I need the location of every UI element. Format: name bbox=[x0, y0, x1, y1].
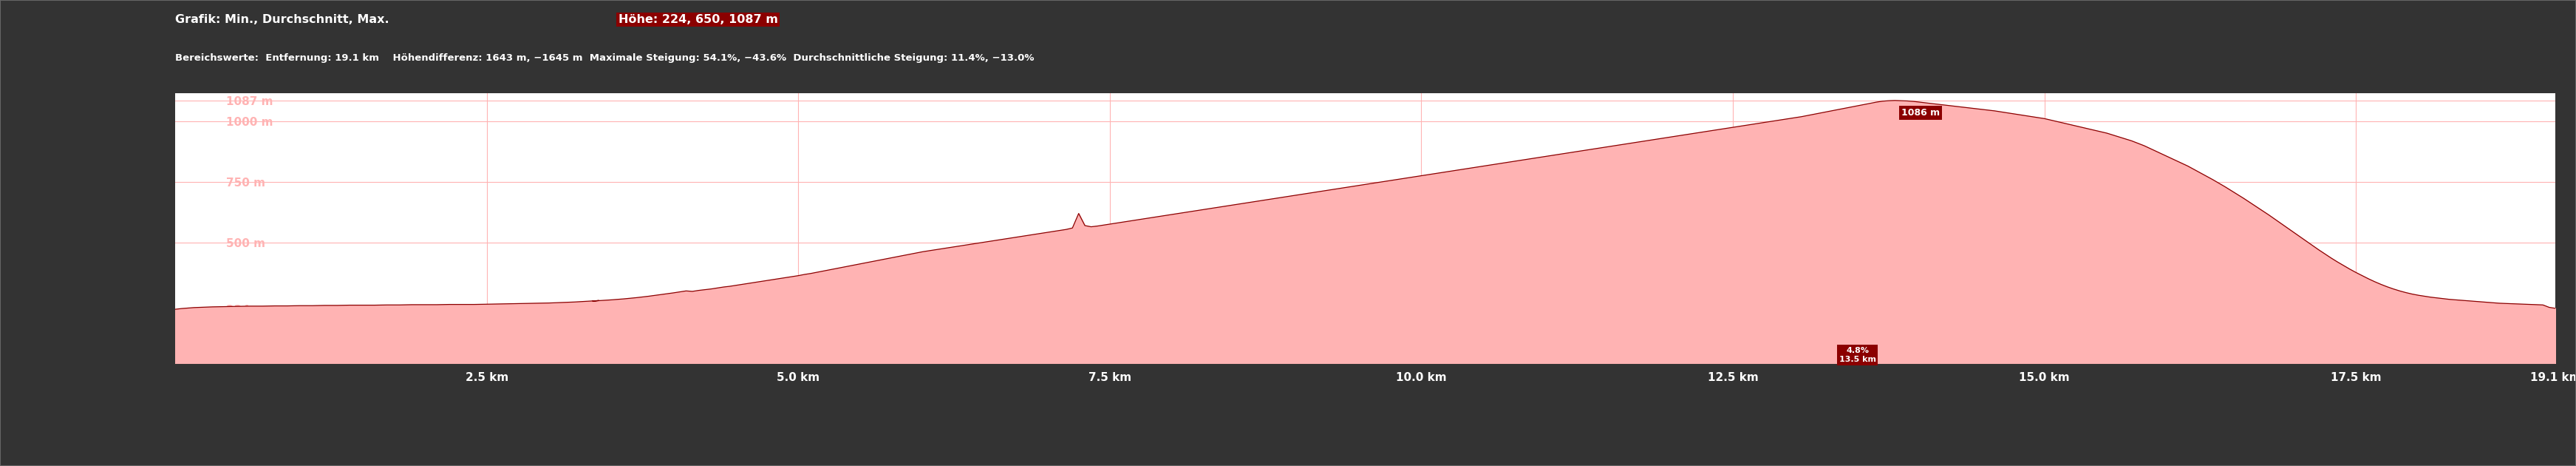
Text: 1086 m: 1086 m bbox=[1901, 108, 1940, 117]
Text: Höhe: 224, 650, 1087 m: Höhe: 224, 650, 1087 m bbox=[618, 14, 778, 25]
Text: 4.8%
13.5 km: 4.8% 13.5 km bbox=[1839, 347, 1875, 363]
Text: Grafik: Min., Durchschnitt, Max.: Grafik: Min., Durchschnitt, Max. bbox=[175, 14, 394, 25]
Text: Bereichswerte:  Entfernung: 19.1 km    Höhendifferenz: 1643 m, −1645 m  Maximale: Bereichswerte: Entfernung: 19.1 km Höhen… bbox=[175, 54, 1033, 63]
